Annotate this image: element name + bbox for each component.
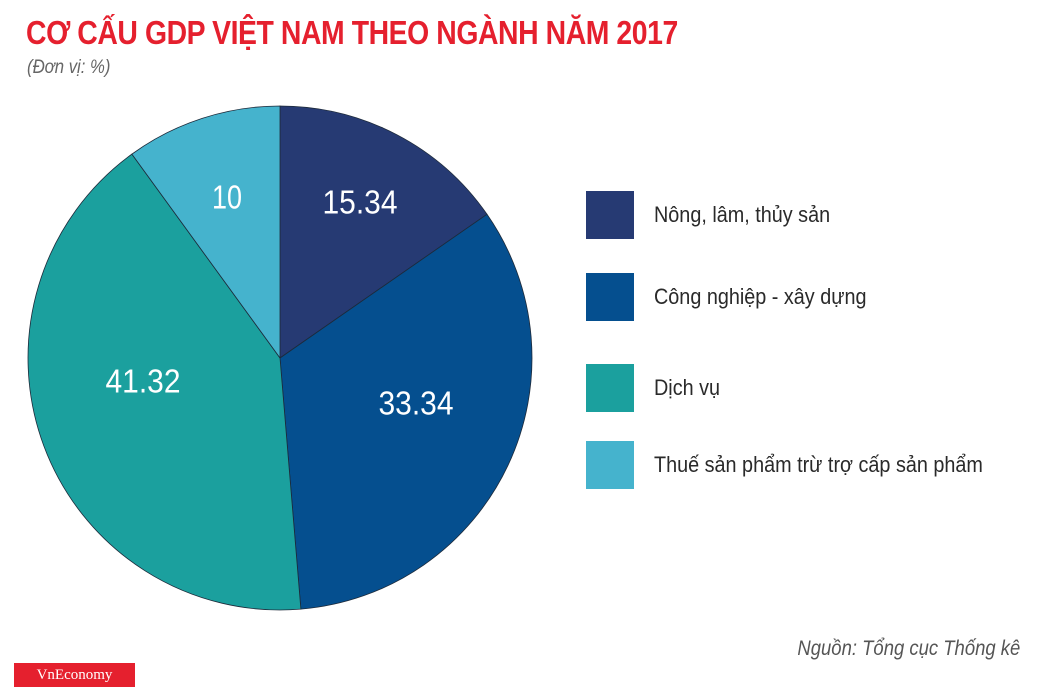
slice-value-label: 15.34 xyxy=(323,184,398,221)
pie-slice xyxy=(27,153,302,611)
legend-label: Thuế sản phẩm trừ trợ cấp sản phẩm xyxy=(654,452,983,477)
pie-slice xyxy=(279,213,533,610)
chart-subtitle: (Đơn vị: %) xyxy=(27,57,111,78)
pie-slice xyxy=(131,105,281,360)
pie-slices xyxy=(27,105,533,611)
slice-value-label: 33.34 xyxy=(379,385,454,422)
legend-swatch xyxy=(586,273,634,321)
chart-title: CƠ CẤU GDP VIỆT NAM THEO NGÀNH NĂM 2017 xyxy=(26,14,678,51)
pie-slice xyxy=(279,105,488,359)
legend-label: Công nghiệp - xây dựng xyxy=(654,284,867,309)
source-note: Nguồn: Tổng cục Thống kê xyxy=(797,637,1020,660)
slice-value-label: 41.32 xyxy=(106,363,181,400)
pie-labels: 15.34 33.34 41.32 10 xyxy=(106,179,454,422)
legend-swatch xyxy=(586,364,634,412)
slice-value-label: 10 xyxy=(212,179,242,216)
legend-swatch xyxy=(586,191,634,239)
legend-label: Dịch vụ xyxy=(654,375,721,400)
vneconomy-logo: VnEconomy xyxy=(14,663,135,687)
legend-swatch xyxy=(586,441,634,489)
legend-label: Nông, lâm, thủy sản xyxy=(654,202,831,227)
